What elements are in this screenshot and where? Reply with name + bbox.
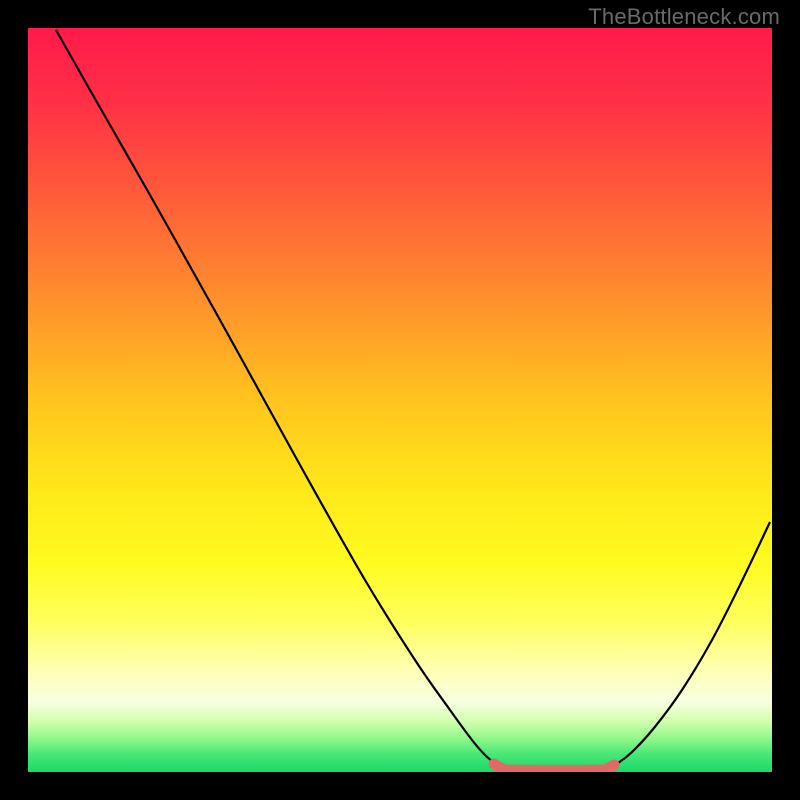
optimal-range-highlight: [494, 764, 614, 770]
gradient-background: [28, 28, 772, 772]
bottleneck-chart: [0, 0, 800, 800]
watermark-text: TheBottleneck.com: [588, 4, 780, 30]
chart-frame: TheBottleneck.com: [0, 0, 800, 800]
